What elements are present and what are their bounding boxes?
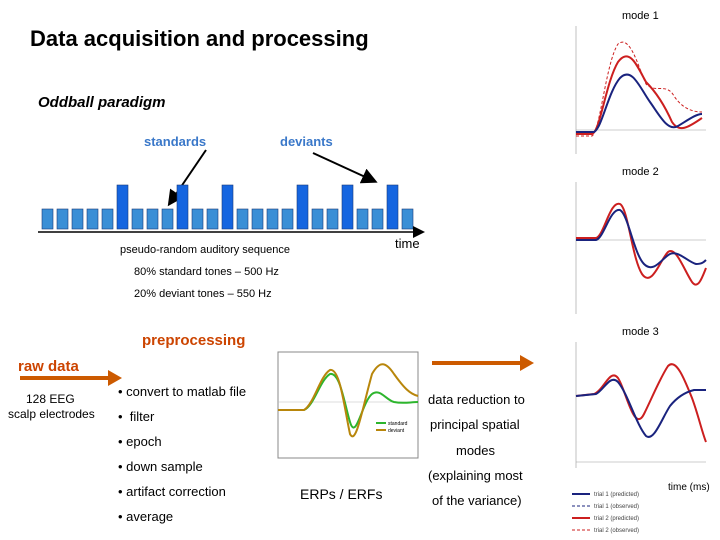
step-item: • artifact correction xyxy=(118,484,226,499)
deviant-tone-bar xyxy=(341,184,354,230)
deviant-tone-bar xyxy=(221,184,234,230)
step-item: • epoch xyxy=(118,434,162,449)
mode-3-label: mode 3 xyxy=(622,326,659,338)
step-item: • filter xyxy=(118,409,155,424)
standard-tone-bar xyxy=(401,208,414,230)
reduction-line4: (explaining most xyxy=(428,468,523,483)
standard-tone-bar xyxy=(56,208,69,230)
legend-trial2-observed: trial 2 (observed) xyxy=(594,528,639,534)
standard-tone-bar xyxy=(356,208,369,230)
deviant-tone-bar xyxy=(386,184,399,230)
standard-tone-bar xyxy=(266,208,279,230)
step-item: • average xyxy=(118,509,174,524)
mode-1-label: mode 1 xyxy=(622,10,659,22)
legend-trial1-observed: trial 1 (observed) xyxy=(594,504,639,510)
raw-detail-line1: 128 EEG xyxy=(26,392,75,406)
standards-arrow xyxy=(167,149,207,207)
mode-3-plot xyxy=(575,342,707,468)
standard-tone-bar xyxy=(131,208,144,230)
reduction-line5: of the variance) xyxy=(432,493,522,508)
page-title: Data acquisition and processing xyxy=(30,26,369,51)
standard-tone-bar xyxy=(161,208,174,230)
standards-label: standards xyxy=(144,134,207,149)
erp-to-reduction-arrow xyxy=(432,355,534,371)
preprocessing-heading: preprocessing xyxy=(142,332,246,349)
standard-tone-bar xyxy=(86,208,99,230)
paradigm-heading: Oddball paradigm xyxy=(38,94,166,111)
standard-tone-bar xyxy=(101,208,114,230)
standard-tone-bar xyxy=(206,208,219,230)
sequence-label: pseudo-random auditory sequence xyxy=(120,244,291,256)
deviant-tone-info: 20% deviant tones – 550 Hz xyxy=(134,288,272,300)
auditory-sequence-diagram xyxy=(38,149,425,238)
deviants-label: deviants xyxy=(280,134,333,149)
standard-tone-bar xyxy=(251,208,264,230)
standard-tone-info: 80% standard tones – 500 Hz xyxy=(134,266,279,278)
deviants-arrow xyxy=(312,152,378,184)
standard-tone-bar xyxy=(311,208,324,230)
standard-tone-bar xyxy=(191,208,204,230)
reduction-line1: data reduction to xyxy=(428,392,525,407)
reduction-line3: modes xyxy=(456,443,496,458)
standard-erp-line xyxy=(278,373,419,429)
time-axis-label: time (ms) xyxy=(668,482,710,493)
reduction-line2: principal spatial xyxy=(430,417,520,432)
legend-trial1-predicted: trial 1 (predicted) xyxy=(594,492,639,498)
mode-1-plot xyxy=(575,26,706,154)
raw-data-label: raw data xyxy=(18,358,79,375)
mode-2-label: mode 2 xyxy=(622,166,659,178)
standard-tone-bar xyxy=(236,208,249,230)
standard-tone-bar xyxy=(146,208,159,230)
step-item: • convert to matlab file xyxy=(118,384,247,399)
deviant-tone-bar xyxy=(116,184,129,230)
legend-trial2-predicted: trial 2 (predicted) xyxy=(594,516,639,522)
erp-legend-deviant: deviant xyxy=(388,428,405,434)
erp-caption: ERPs / ERFs xyxy=(300,486,383,502)
mode-2-plot xyxy=(575,182,707,314)
standard-tone-bar xyxy=(71,208,84,230)
raw-detail-line2: scalp electrodes xyxy=(8,407,95,421)
mode-legend: trial 1 (predicted) trial 1 (observed) t… xyxy=(572,492,639,534)
standard-tone-bar xyxy=(41,208,54,230)
raw-to-steps-arrow xyxy=(20,370,122,386)
standard-tone-bar xyxy=(281,208,294,230)
erp-plot: standard deviant xyxy=(277,351,419,459)
deviant-erp-line xyxy=(278,363,419,438)
standard-tone-bar xyxy=(371,208,384,230)
deviant-tone-bar xyxy=(296,184,309,230)
erp-legend-standard: standard xyxy=(388,421,408,427)
deviant-tone-bar xyxy=(176,184,189,230)
standard-tone-bar xyxy=(326,208,339,230)
time-label: time xyxy=(395,236,420,251)
step-item: • down sample xyxy=(118,459,203,474)
